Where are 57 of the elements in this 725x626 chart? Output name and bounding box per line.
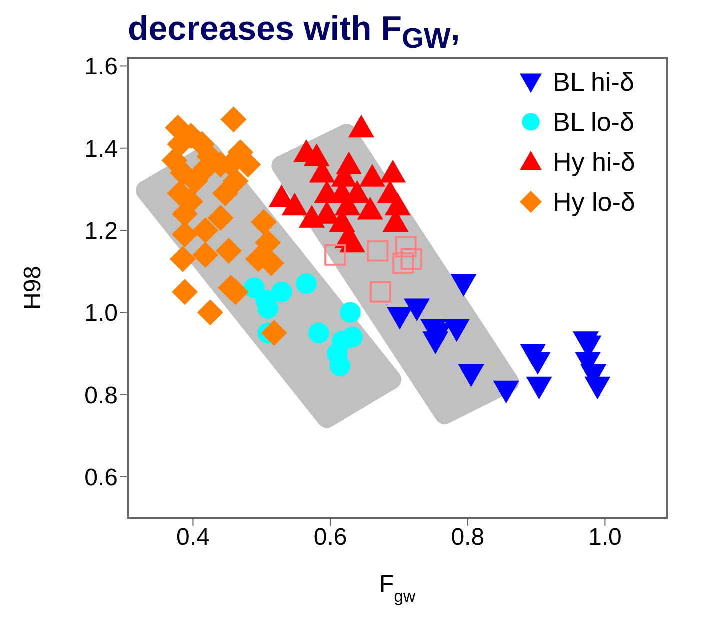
point	[584, 376, 611, 400]
point	[261, 320, 288, 346]
x-tick-label: 1.0	[588, 524, 622, 552]
point	[250, 209, 277, 236]
point	[380, 160, 406, 183]
x-tick-label: 0.8	[451, 524, 485, 552]
x-axis-title: F$_{gw}$	[379, 571, 416, 606]
y-tick-label: 0.6	[84, 464, 118, 492]
point	[308, 322, 330, 344]
point	[340, 302, 361, 324]
point	[384, 192, 411, 216]
point	[524, 352, 551, 375]
y-tick-label: 0.8	[84, 382, 118, 410]
point	[404, 298, 430, 322]
point	[450, 274, 477, 297]
y-axis-title: H98	[20, 266, 47, 310]
y-tick-label: 1.2	[84, 218, 118, 246]
point	[271, 282, 292, 303]
point	[296, 273, 317, 294]
point	[282, 192, 308, 216]
point	[357, 196, 384, 220]
chart-title: decreases with F$_{GW}$,	[128, 10, 460, 56]
point	[324, 244, 346, 266]
legend-label: BL lo-δ	[553, 106, 634, 138]
point	[212, 180, 238, 207]
point	[348, 114, 374, 138]
x-tick-label: 0.6	[314, 524, 348, 552]
y-tick-label: 1.6	[84, 54, 118, 81]
point	[359, 164, 386, 187]
legend-label: Hy lo-δ	[553, 186, 636, 218]
point	[400, 248, 422, 270]
y-tick-label: 1.4	[84, 136, 118, 163]
y-tick-label: 1.0	[84, 300, 118, 328]
x-tick-label: 0.4	[176, 524, 210, 552]
point	[304, 144, 330, 166]
point	[314, 180, 340, 204]
point	[208, 205, 234, 232]
point	[493, 380, 520, 404]
point	[367, 240, 389, 262]
point	[255, 230, 282, 256]
point	[170, 246, 196, 272]
point	[392, 252, 414, 274]
point	[444, 319, 470, 342]
point	[220, 106, 247, 133]
point	[395, 236, 417, 258]
point	[458, 364, 484, 388]
legend-label: Hy hi-δ	[553, 146, 636, 178]
point	[192, 242, 219, 268]
point	[216, 238, 242, 264]
point	[370, 281, 392, 303]
point	[192, 218, 219, 244]
point	[526, 376, 552, 400]
point	[342, 326, 363, 348]
point	[172, 279, 198, 306]
point	[197, 300, 224, 326]
legend-label: BL hi-δ	[553, 66, 634, 98]
point	[386, 307, 413, 330]
